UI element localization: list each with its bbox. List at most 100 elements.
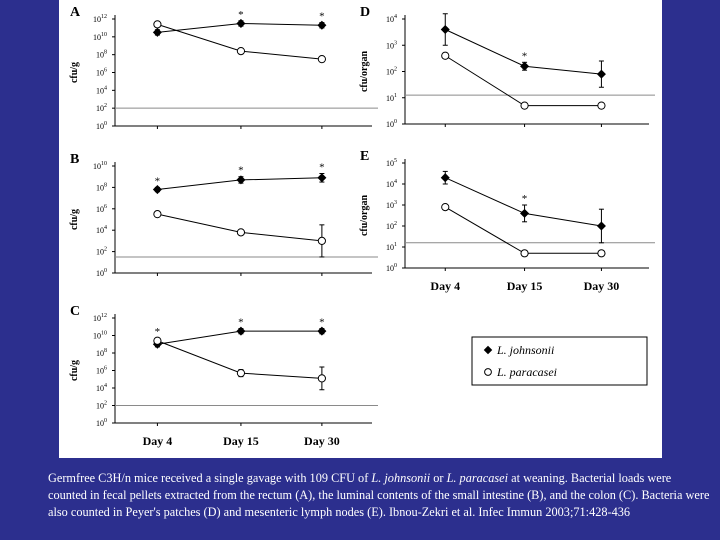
data-point-filled <box>154 186 161 193</box>
panel-letter: B <box>70 152 79 167</box>
figure-caption: Germfree C3H/n mice received a single ga… <box>48 470 712 521</box>
y-tick-label: 108 <box>96 182 107 192</box>
data-point-open <box>153 20 162 29</box>
y-tick-label: 101 <box>386 242 397 252</box>
data-point-filled <box>521 210 528 217</box>
y-axis-label: cfu/g <box>69 62 80 83</box>
y-tick-label: 104 <box>96 85 107 95</box>
y-axis-label: cfu/organ <box>359 51 370 93</box>
legend-label: L. paracasei <box>496 365 557 379</box>
significance-star: * <box>155 326 161 338</box>
y-tick-label: 106 <box>96 68 107 78</box>
y-tick-label: 102 <box>96 401 107 411</box>
significance-star: * <box>319 317 325 329</box>
data-point-filled <box>521 63 528 70</box>
significance-star: * <box>319 11 325 23</box>
significance-star: * <box>238 9 244 21</box>
y-axis-label: cfu/g <box>69 360 80 381</box>
caption-text-2: or <box>430 471 447 485</box>
y-tick-label: 100 <box>96 268 107 278</box>
data-point-open <box>317 55 326 64</box>
data-point-filled <box>598 223 605 229</box>
y-axis-label: cfu/g <box>69 209 80 230</box>
data-point-filled <box>237 328 244 335</box>
data-point-open <box>520 101 529 110</box>
y-tick-label: 100 <box>96 418 107 428</box>
data-point-open <box>236 369 246 378</box>
y-tick-label: 102 <box>96 103 107 113</box>
y-tick-label: 1010 <box>93 331 107 341</box>
x-tick-label: Day 4 <box>430 279 460 293</box>
data-point-filled <box>598 71 605 78</box>
legend: L. johnsonii L. paracasei <box>471 336 648 386</box>
significance-star: * <box>155 175 161 187</box>
x-tick-label: Day 30 <box>584 279 620 293</box>
data-point-open <box>441 51 450 60</box>
y-tick-label: 106 <box>96 204 107 214</box>
caption-species-1: L. johnsonii <box>371 471 431 485</box>
data-point-open <box>236 228 246 237</box>
significance-star: * <box>319 161 325 173</box>
data-point-open <box>520 249 529 258</box>
caption-text-3: at weaning. Bacterial loads were counted… <box>48 471 710 519</box>
x-tick-label: Day 15 <box>223 434 259 448</box>
y-tick-label: 104 <box>386 14 397 24</box>
legend-box <box>471 336 648 386</box>
y-tick-label: 102 <box>386 221 397 231</box>
y-tick-label: 1010 <box>93 32 107 42</box>
data-point-filled <box>237 20 244 27</box>
legend-marker-filled <box>485 347 491 353</box>
y-axis-label: cfu/organ <box>359 195 370 237</box>
y-tick-label: 105 <box>386 158 397 168</box>
data-point-open <box>597 101 606 110</box>
caption-text-1: Germfree C3H/n mice received a single ga… <box>48 471 372 485</box>
series-line <box>157 213 322 242</box>
legend-label: L. johnsonii <box>496 343 554 357</box>
panel-letter: A <box>70 5 81 20</box>
panel-letter: C <box>70 304 80 319</box>
y-tick-label: 100 <box>96 121 107 131</box>
y-tick-label: 1010 <box>93 161 107 171</box>
y-tick-label: 1012 <box>93 14 107 24</box>
y-tick-label: 106 <box>96 366 107 376</box>
x-tick-label: Day 30 <box>304 434 340 448</box>
x-tick-label: Day 4 <box>143 434 173 448</box>
data-point-open <box>317 374 326 383</box>
data-point-open <box>441 203 450 212</box>
significance-star: * <box>522 193 528 205</box>
y-tick-label: 103 <box>386 200 397 210</box>
y-tick-label: 104 <box>96 225 107 235</box>
y-tick-label: 101 <box>386 93 397 103</box>
panel-letter: D <box>360 5 370 20</box>
legend-marker-open <box>484 368 492 376</box>
data-point-filled <box>442 26 449 33</box>
data-point-open <box>236 47 246 56</box>
y-tick-label: 102 <box>96 247 107 257</box>
y-tick-label: 102 <box>386 67 397 77</box>
data-point-filled <box>318 174 325 181</box>
data-point-filled <box>318 328 325 335</box>
data-point-filled <box>154 29 161 36</box>
y-tick-label: 104 <box>96 383 107 393</box>
caption-species-2: L. paracasei <box>446 471 509 485</box>
data-point-open <box>153 210 162 219</box>
data-point-open <box>597 249 606 258</box>
data-point-filled <box>237 176 244 183</box>
significance-star: * <box>522 50 528 62</box>
data-point-open <box>317 236 326 245</box>
significance-star: * <box>238 317 244 329</box>
y-tick-label: 100 <box>386 263 397 273</box>
x-tick-label: Day 15 <box>507 279 543 293</box>
data-point-filled <box>318 22 325 29</box>
y-tick-label: 1012 <box>93 313 107 323</box>
y-tick-label: 108 <box>96 50 107 60</box>
data-point-filled <box>442 174 449 181</box>
y-tick-label: 100 <box>386 119 397 129</box>
data-point-open <box>153 336 162 345</box>
